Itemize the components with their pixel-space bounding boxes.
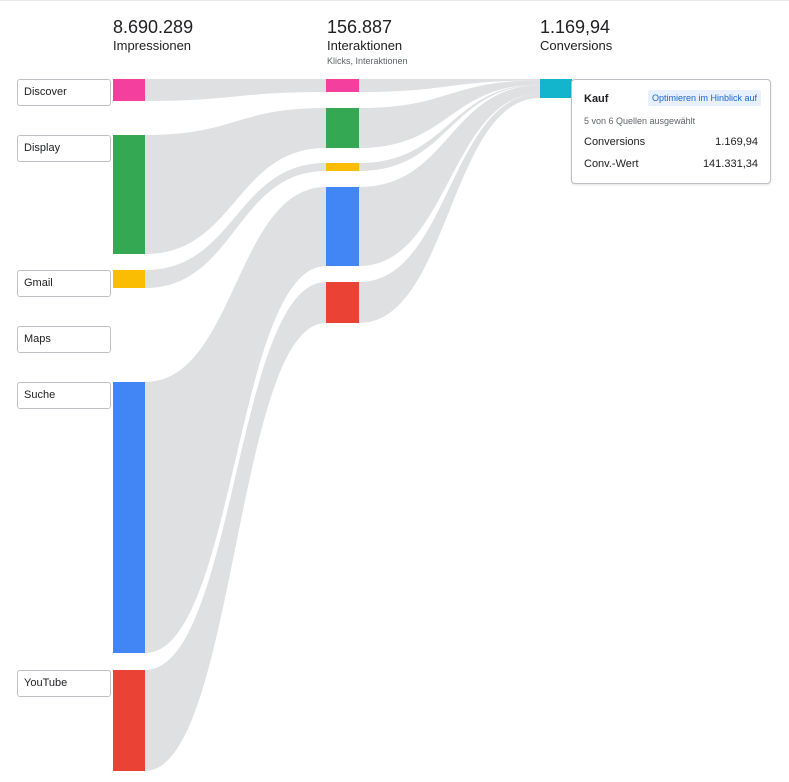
interactions-sublabel: Klicks, Interaktionen <box>327 56 408 66</box>
source-youtube[interactable]: YouTube <box>17 670 111 697</box>
top-divider <box>0 0 789 1</box>
tooltip-note: 5 von 6 Quellen ausgewählt <box>584 116 696 126</box>
impressions-value: 8.690.289 <box>113 17 194 37</box>
flow-discover-to-interactions <box>145 79 326 101</box>
tooltip-title: Kauf <box>584 93 609 105</box>
interactions-bar-display[interactable] <box>326 108 359 148</box>
interactions-bar-youtube[interactable] <box>326 282 359 323</box>
flow-discover-to-conversions <box>359 79 540 92</box>
conversions-bar-kauf[interactable] <box>540 79 572 98</box>
flow-display-to-interactions <box>145 108 326 254</box>
optimize-button[interactable]: Optimieren im Hinblick auf <box>647 90 761 106</box>
stage-conversions: 1.169,94 Conversions <box>540 17 612 54</box>
flow-gmail-to-conversions <box>359 84 540 171</box>
flow-suche-to-conversions <box>359 85 540 266</box>
flow-display-to-conversions <box>359 80 540 148</box>
source-maps[interactable]: Maps <box>17 326 111 353</box>
source-discover[interactable]: Discover <box>17 79 111 106</box>
flow-youtube-to-conversions <box>359 93 540 323</box>
interactions-bar-gmail[interactable] <box>326 163 359 171</box>
tooltip-row-label: Conv.-Wert <box>584 158 639 170</box>
interactions-label: Interaktionen <box>327 38 403 53</box>
tooltip-row-label: Conversions <box>584 136 646 148</box>
impressions-bar-youtube[interactable] <box>113 670 145 771</box>
source-display[interactable]: Display <box>17 135 111 162</box>
flow-suche-to-interactions <box>145 187 326 653</box>
flow-youtube-to-interactions <box>145 282 326 771</box>
source-gmail[interactable]: Gmail <box>17 270 111 297</box>
impressions-bar-display[interactable] <box>113 135 145 254</box>
stage-impressions: 8.690.289 Impressionen <box>113 17 193 54</box>
conversion-tooltip: Kauf Optimieren im Hinblick auf 5 von 6 … <box>571 79 771 184</box>
impressions-bar-gmail[interactable] <box>113 270 145 288</box>
interactions-value: 156.887 <box>327 17 393 37</box>
tooltip-row-value: 141.331,34 <box>702 158 758 170</box>
flow-gmail-to-interactions <box>145 163 326 288</box>
impressions-label: Impressionen <box>113 38 192 53</box>
conversions-value: 1.169,94 <box>540 17 611 37</box>
interactions-bar-suche[interactable] <box>326 187 359 266</box>
stage-interactions: 156.887 Interaktionen Klicks, Interaktio… <box>327 17 408 67</box>
tooltip-row-value: 1.169,94 <box>715 136 758 148</box>
interactions-bar-discover[interactable] <box>326 79 359 92</box>
source-suche[interactable]: Suche <box>17 382 111 409</box>
impressions-bar-suche[interactable] <box>113 382 145 653</box>
impressions-bar-discover[interactable] <box>113 79 145 101</box>
conversions-label: Conversions <box>540 38 613 53</box>
